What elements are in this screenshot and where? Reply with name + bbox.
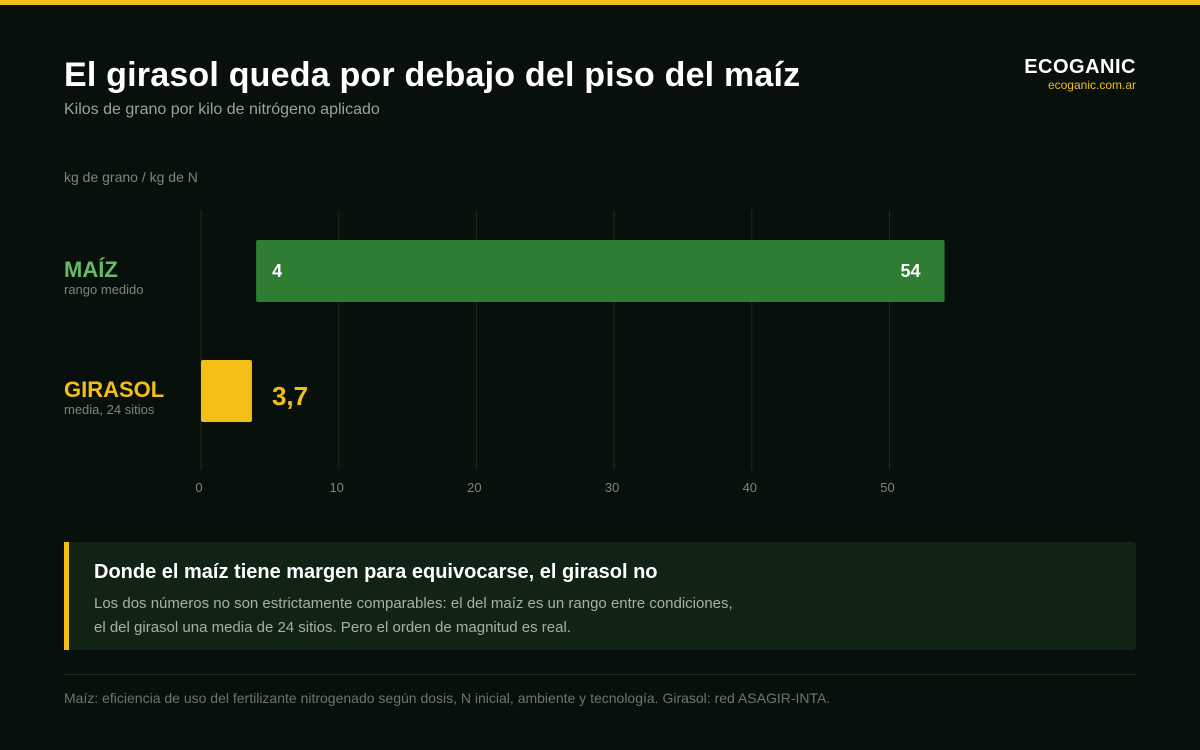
category-label-maz: MAÍZ (64, 257, 118, 282)
brand-url: ecoganic.com.ar (1047, 78, 1136, 92)
brand-block: ECOGANIC ecoganic.com.ar (1024, 56, 1136, 92)
bar-maz (256, 240, 945, 302)
category-note-maz: rango medido (64, 282, 144, 297)
category-note-girasol: media, 24 sitios (64, 402, 155, 417)
page-subtitle: Kilos de grano por kilo de nitrógeno apl… (64, 101, 380, 118)
source-footnote: Maíz: eficiencia de uso del fertilizante… (64, 690, 831, 706)
callout-body: Los dos números no son estrictamente com… (94, 592, 794, 640)
unit-label: kg de grano / kg de N (64, 169, 198, 185)
callout-title: Donde el maíz tiene margen para equivoca… (94, 561, 658, 583)
range-start-label: 4 (272, 261, 282, 281)
bar-girasol (201, 360, 252, 422)
x-tick-label: 40 (743, 480, 757, 495)
callout-body-line-2: el del girasol una media de 24 sitios. P… (94, 619, 571, 636)
x-tick-label: 50 (880, 480, 894, 495)
top-accent-bar (0, 0, 1200, 5)
category-label-girasol: GIRASOL (64, 377, 164, 402)
insight-callout: Donde el maíz tiene margen para equivoca… (64, 542, 1136, 650)
x-tick-label: 10 (329, 480, 343, 495)
page-title: El girasol queda por debajo del piso del… (64, 56, 801, 94)
footer-divider (64, 674, 1136, 675)
x-tick-label: 0 (195, 480, 202, 495)
value-label-girasol: 3,7 (272, 381, 308, 411)
x-tick-label: 20 (467, 480, 481, 495)
range-end-label: 54 (901, 261, 921, 281)
callout-body-line-1: Los dos números no son estrictamente com… (94, 595, 733, 612)
brand-logo: ECOGANIC (1024, 56, 1136, 78)
x-tick-label: 30 (605, 480, 619, 495)
